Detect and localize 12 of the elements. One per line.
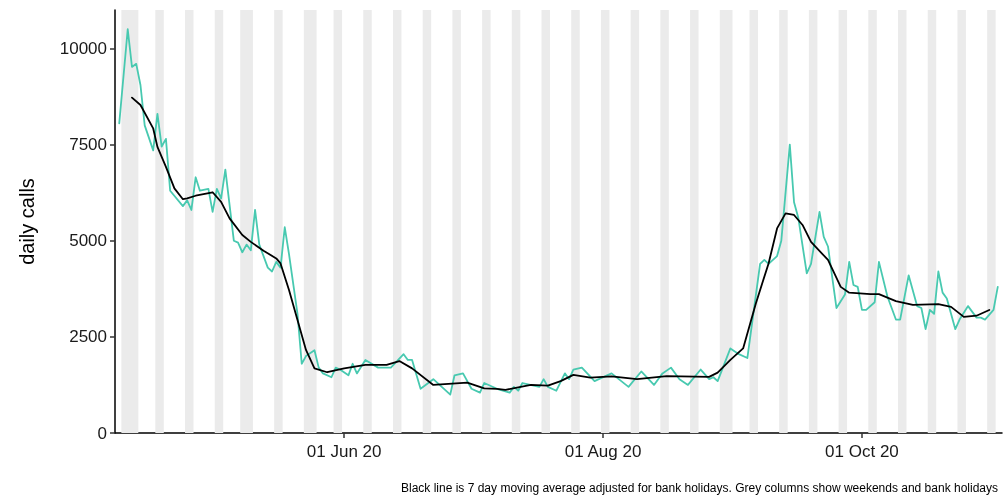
line-series — [118, 28, 999, 396]
x-tick-label: 01 Jun 20 — [306, 442, 382, 461]
y-tick-label: 2500 — [69, 327, 107, 347]
line-series — [131, 96, 991, 391]
text: Black line is 7 day moving average adjusted for bank holidays. Grey columns show weekends and bank holidays — [401, 481, 998, 495]
y-tick-label: 5000 — [69, 231, 107, 251]
x-tick-label: 01 Oct 20 — [825, 442, 899, 461]
y-axis-title: daily calls — [16, 178, 38, 265]
x-tick-label: 01 Aug 20 — [564, 442, 642, 461]
y-tick-label: 0 — [97, 423, 107, 443]
y-tick-label: 7500 — [69, 135, 107, 155]
y-tick-label: 10000 — [59, 38, 107, 58]
